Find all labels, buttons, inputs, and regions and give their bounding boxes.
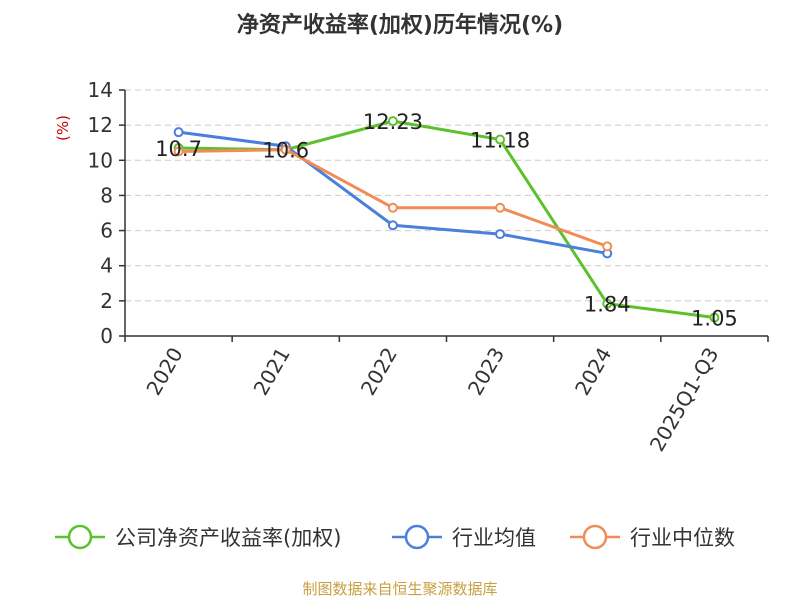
y-tick-label: 8	[100, 183, 113, 207]
data-point[interactable]	[602, 298, 613, 309]
legend-marker-icon	[67, 524, 93, 550]
source-note: 制图数据来自恒生聚源数据库	[302, 580, 497, 598]
data-point[interactable]	[387, 116, 398, 127]
x-tick-label: 2022	[356, 343, 402, 399]
data-labels: 10.7 10.6 12.23 11.18 1.84 1.05	[155, 110, 738, 330]
y-tick-label: 4	[100, 254, 113, 278]
data-point[interactable]	[602, 241, 613, 252]
data-label: 1.84	[584, 293, 631, 317]
data-label: 10.6	[262, 139, 309, 163]
grid-lines	[125, 89, 768, 302]
x-tick-label: 2025Q1-Q3	[645, 343, 724, 455]
data-point[interactable]	[280, 144, 291, 155]
data-label: 12.23	[363, 110, 423, 134]
data-point[interactable]	[495, 229, 506, 240]
series-line	[178, 148, 608, 248]
legend-label: 行业中位数	[630, 526, 735, 550]
data-label: 1.05	[691, 307, 738, 331]
data-point[interactable]	[495, 202, 506, 213]
y-tick-label: 12	[88, 113, 113, 137]
series-2	[173, 144, 613, 252]
legend-label: 公司净资产收益率(加权)	[115, 526, 341, 550]
data-label: 11.18	[470, 129, 530, 153]
x-tick-label: 2020	[141, 343, 187, 399]
y-tick-label: 0	[100, 324, 113, 348]
y-tick-label: 2	[100, 289, 113, 313]
x-tick-label: 2023	[463, 343, 509, 399]
y-axis-label: (%)	[54, 115, 72, 141]
legend-item[interactable]: 行业均值	[392, 524, 536, 550]
data-point[interactable]	[387, 202, 398, 213]
legend-marker-icon	[404, 524, 430, 550]
legend[interactable]: 公司净资产收益率(加权) 行业均值 行业中位数	[55, 524, 735, 550]
legend-item[interactable]: 行业中位数	[570, 524, 735, 550]
data-point[interactable]	[709, 312, 720, 323]
legend-marker-icon	[582, 524, 608, 550]
series-1	[173, 127, 613, 259]
x-tick-label: 2024	[570, 343, 616, 399]
legend-label: 行业均值	[452, 526, 536, 550]
data-point[interactable]	[173, 127, 184, 138]
x-tick-label: 2021	[249, 343, 295, 399]
data-point[interactable]	[495, 134, 506, 145]
legend-item[interactable]: 公司净资产收益率(加权)	[55, 524, 341, 550]
series-0	[173, 116, 720, 323]
y-tick-label: 14	[88, 78, 113, 102]
data-point[interactable]	[173, 146, 184, 157]
y-tick-label: 6	[100, 219, 113, 243]
data-point[interactable]	[387, 220, 398, 231]
data-label: 10.7	[155, 137, 202, 161]
series	[173, 116, 720, 323]
y-tick-label: 10	[88, 148, 113, 172]
chart-title: 净资产收益率(加权)历年情况(%)	[237, 12, 563, 38]
